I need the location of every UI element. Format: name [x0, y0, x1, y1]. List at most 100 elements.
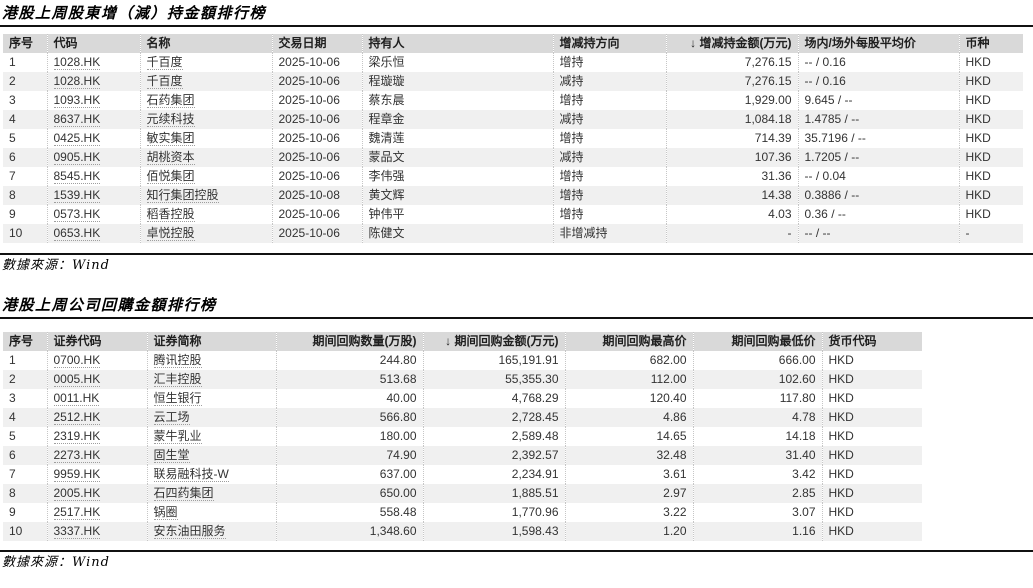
stock-code-link[interactable]: 1093.HK	[53, 93, 101, 108]
stock-name-link[interactable]: 稻香控股	[146, 207, 195, 222]
table-cell: 3	[9, 391, 16, 405]
section-title-holdings: 港股上周股東增（減）持金額排行榜	[2, 4, 267, 22]
stock-code-link[interactable]: 8545.HK	[53, 169, 101, 184]
stock-name-link[interactable]: 石四药集团	[153, 486, 214, 501]
column-header: 场内/场外每股平均价	[797, 34, 959, 53]
stock-name-link[interactable]: 蒙牛乳业	[153, 429, 202, 444]
table-cell: HKD	[821, 503, 922, 522]
table-cell: HKD	[958, 167, 1023, 186]
table-row: 4 8637.HK 元续科技 2025-10-06 程章金 减持 1,084.18 1.478…	[3, 110, 1023, 129]
table-cell: 1,885.51	[422, 484, 565, 503]
stock-code-link[interactable]: 2273.HK	[53, 448, 101, 463]
table-cell: 1	[9, 353, 16, 367]
table-row: 4 2512.HK 云工场 566.80 2,728.45 4.86 4.78 HKD	[3, 408, 922, 427]
table-cell: 陈健文	[361, 224, 553, 243]
table-cell: 513.68	[275, 370, 423, 389]
table-row: 9 0573.HK 稻香控股 2025-10-06 钟伟平 增持 4.03 0.36 / --…	[3, 205, 1023, 224]
stock-code-link[interactable]: 1539.HK	[53, 188, 101, 203]
table-cell: HKD	[821, 522, 922, 541]
stock-code-link[interactable]: 2512.HK	[53, 410, 101, 425]
section-title-buyback: 港股上周公司回購金額排行榜	[2, 296, 217, 314]
stock-name-link[interactable]: 汇丰控股	[153, 372, 202, 387]
stock-name-link[interactable]: 石药集团	[146, 93, 195, 108]
stock-name-link[interactable]: 腾讯控股	[153, 353, 202, 368]
table-cell: 8545.HK	[46, 167, 140, 186]
table-cell: 1.4785 / --	[797, 110, 959, 129]
stock-code-link[interactable]: 0425.HK	[53, 131, 101, 146]
table-cell: 0425.HK	[46, 129, 140, 148]
stock-code-link[interactable]: 0005.HK	[53, 372, 101, 387]
table-cell: 3.22	[564, 503, 693, 522]
horizontal-rule	[0, 253, 1033, 255]
table-row: 7 9959.HK 联易融科技-W 637.00 2,234.91 3.61 3.42 HKD	[3, 465, 922, 484]
table-cell: 682.00	[564, 351, 693, 370]
stock-name-link[interactable]: 卓悦控股	[146, 226, 195, 241]
horizontal-rule	[0, 25, 1033, 27]
table-cell: 31.40	[692, 446, 822, 465]
table-cell: 千百度	[139, 72, 272, 91]
table-cell: 650.00	[275, 484, 423, 503]
table-cell: -- / 0.04	[797, 167, 959, 186]
table-cell: 6	[3, 148, 47, 167]
table-cell: 增持	[552, 186, 666, 205]
table-cell: 增持	[552, 129, 666, 148]
stock-code-link[interactable]: 0573.HK	[53, 207, 101, 222]
stock-code-link[interactable]: 2319.HK	[53, 429, 101, 444]
table-cell: 1	[9, 55, 16, 69]
stock-name-link[interactable]: 胡桃资本	[146, 150, 195, 165]
sort-column-header[interactable]: ↓ 期间回购金额(万元)	[422, 332, 565, 351]
table-row: 5 0425.HK 敏实集团 2025-10-06 魏清莲 增持 714.39 35.7196…	[3, 129, 1023, 148]
table-cell: 74.90	[275, 446, 423, 465]
stock-name-link[interactable]: 千百度	[146, 55, 183, 70]
stock-name-link[interactable]: 联易融科技-W	[153, 467, 229, 482]
stock-name-link[interactable]: 元续科技	[146, 112, 195, 127]
stock-code-link[interactable]: 1028.HK	[53, 55, 101, 70]
stock-code-link[interactable]: 0653.HK	[53, 226, 101, 241]
stock-name-link[interactable]: 佰悦集团	[146, 169, 195, 184]
stock-name-link[interactable]: 千百度	[146, 74, 183, 89]
sort-column-header[interactable]: ↓ 增减持金额(万元)	[665, 34, 798, 53]
table-cell: 55,355.30	[422, 370, 565, 389]
column-header: 代码	[46, 34, 140, 53]
stock-name-link[interactable]: 固生堂	[153, 448, 190, 463]
table-cell: -- / --	[797, 224, 959, 243]
stock-code-link[interactable]: 3337.HK	[53, 524, 101, 539]
stock-code-link[interactable]: 2005.HK	[53, 486, 101, 501]
stock-name-link[interactable]: 敏实集团	[146, 131, 195, 146]
stock-code-link[interactable]: 8637.HK	[53, 112, 101, 127]
table-cell: 8	[3, 186, 47, 205]
stock-code-link[interactable]: 9959.HK	[53, 467, 101, 482]
table-cell: 增持	[552, 91, 666, 110]
table-cell: 4,768.29	[422, 389, 565, 408]
stock-name-link[interactable]: 锅圈	[153, 505, 178, 520]
table-cell: -- / 0.16	[797, 72, 959, 91]
table-cell: 107.36	[665, 148, 798, 167]
table-cell: 0005.HK	[46, 370, 147, 389]
table-cell: 2319.HK	[46, 427, 147, 446]
table-cell: 增持	[552, 205, 666, 224]
table-cell: 2,589.48	[422, 427, 565, 446]
stock-name-link[interactable]: 安东油田服务	[153, 524, 226, 539]
stock-code-link[interactable]: 2517.HK	[53, 505, 101, 520]
table-cell: 120.40	[564, 389, 693, 408]
table-cell: 减持	[552, 110, 666, 129]
stock-name-link[interactable]: 知行集团控股	[146, 188, 219, 203]
stock-code-link[interactable]: 0011.HK	[53, 391, 100, 406]
stock-name-link[interactable]: 云工场	[153, 410, 190, 425]
table-cell: 联易融科技-W	[146, 465, 276, 484]
table-header-row: 序号 代码 名称 交易日期 持有人 增减持方向 ↓ 增减持金额(万元) 场内/场外每股平均价币…	[3, 34, 1023, 53]
table-cell: 31.36	[665, 167, 798, 186]
table-cell: -- / 0.16	[797, 53, 959, 72]
table-cell: 9959.HK	[46, 465, 147, 484]
stock-code-link[interactable]: 1028.HK	[53, 74, 101, 89]
table-cell: 1093.HK	[46, 91, 140, 110]
table-cell: HKD	[821, 484, 922, 503]
table-cell: 黄文辉	[361, 186, 553, 205]
stock-name-link[interactable]: 恒生银行	[153, 391, 202, 406]
table-row: 5 2319.HK 蒙牛乳业 180.00 2,589.48 14.65 14.18 HKD	[3, 427, 922, 446]
table-cell: 2.97	[564, 484, 693, 503]
table-cell: HKD	[958, 53, 1023, 72]
table-cell: 2	[3, 370, 47, 389]
stock-code-link[interactable]: 0700.HK	[53, 353, 101, 368]
stock-code-link[interactable]: 0905.HK	[53, 150, 101, 165]
